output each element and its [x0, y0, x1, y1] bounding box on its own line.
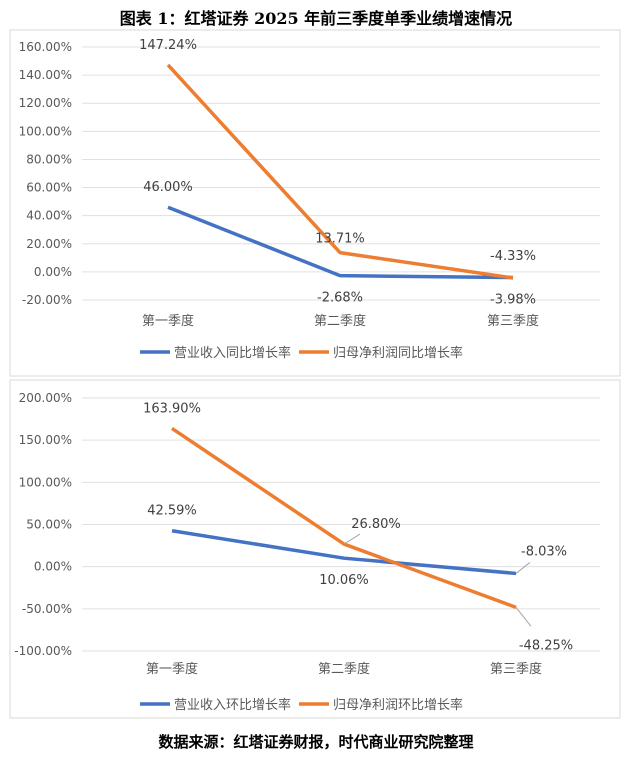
- x-tick-label: 第一季度: [146, 661, 198, 677]
- chart-panel: [9, 379, 621, 719]
- y-tick-label: 150.00%: [19, 433, 72, 447]
- series-line: [167, 205, 514, 280]
- y-tick-label: 40.00%: [26, 209, 72, 223]
- figure-title: 图表 1：红塔证券 2025 年前三季度单季业绩增速情况: [119, 9, 513, 28]
- data-label: 46.00%: [143, 180, 193, 195]
- y-tick-label: 200.00%: [19, 391, 72, 405]
- chart-panel: [9, 29, 621, 377]
- y-tick-label: -20.00%: [22, 293, 72, 307]
- y-tick-label: -50.00%: [22, 602, 72, 616]
- x-tick-label: 第三季度: [490, 661, 542, 677]
- y-tick-label: 50.00%: [26, 518, 72, 532]
- legend-label: 营业收入环比增长率: [174, 697, 291, 713]
- y-tick-label: 100.00%: [19, 475, 72, 489]
- y-tick-label: 140.00%: [19, 68, 72, 82]
- data-label: -48.25%: [519, 638, 573, 653]
- y-tick-label: -100.00%: [14, 644, 72, 658]
- x-tick-label: 第二季度: [318, 661, 370, 677]
- x-tick-label: 第一季度: [142, 313, 194, 329]
- y-tick-label: 20.00%: [26, 237, 72, 251]
- y-tick-label: 0.00%: [34, 265, 72, 279]
- x-tick-label: 第二季度: [314, 313, 366, 329]
- series-line: [171, 529, 517, 576]
- source-note: 数据来源：红塔证券财报，时代商业研究院整理: [158, 733, 474, 751]
- series-line: [166, 63, 514, 280]
- y-tick-label: 120.00%: [19, 96, 72, 110]
- x-tick-label: 第三季度: [487, 313, 539, 329]
- leader-line: [515, 607, 532, 627]
- data-label: 147.24%: [139, 38, 197, 53]
- y-tick-label: 100.00%: [19, 124, 72, 138]
- y-tick-label: 160.00%: [19, 40, 72, 54]
- leader-line: [343, 533, 361, 545]
- y-tick-label: 0.00%: [34, 560, 72, 574]
- legend-label: 归母净利润同比增长率: [333, 345, 463, 361]
- data-label: -4.33%: [490, 249, 536, 264]
- data-label: 163.90%: [143, 401, 201, 416]
- legend-label: 归母净利润环比增长率: [333, 697, 463, 713]
- leader-line: [515, 562, 531, 574]
- data-label: 42.59%: [147, 504, 197, 519]
- data-label: 26.80%: [351, 517, 401, 532]
- y-tick-label: 60.00%: [26, 181, 72, 195]
- legend-label: 营业收入同比增长率: [174, 345, 291, 361]
- data-label: 10.06%: [319, 573, 369, 588]
- data-label: -8.03%: [521, 544, 567, 559]
- y-tick-label: 80.00%: [26, 152, 72, 166]
- data-label: 13.71%: [315, 232, 365, 247]
- data-label: -3.98%: [490, 292, 536, 307]
- data-label: -2.68%: [317, 291, 363, 306]
